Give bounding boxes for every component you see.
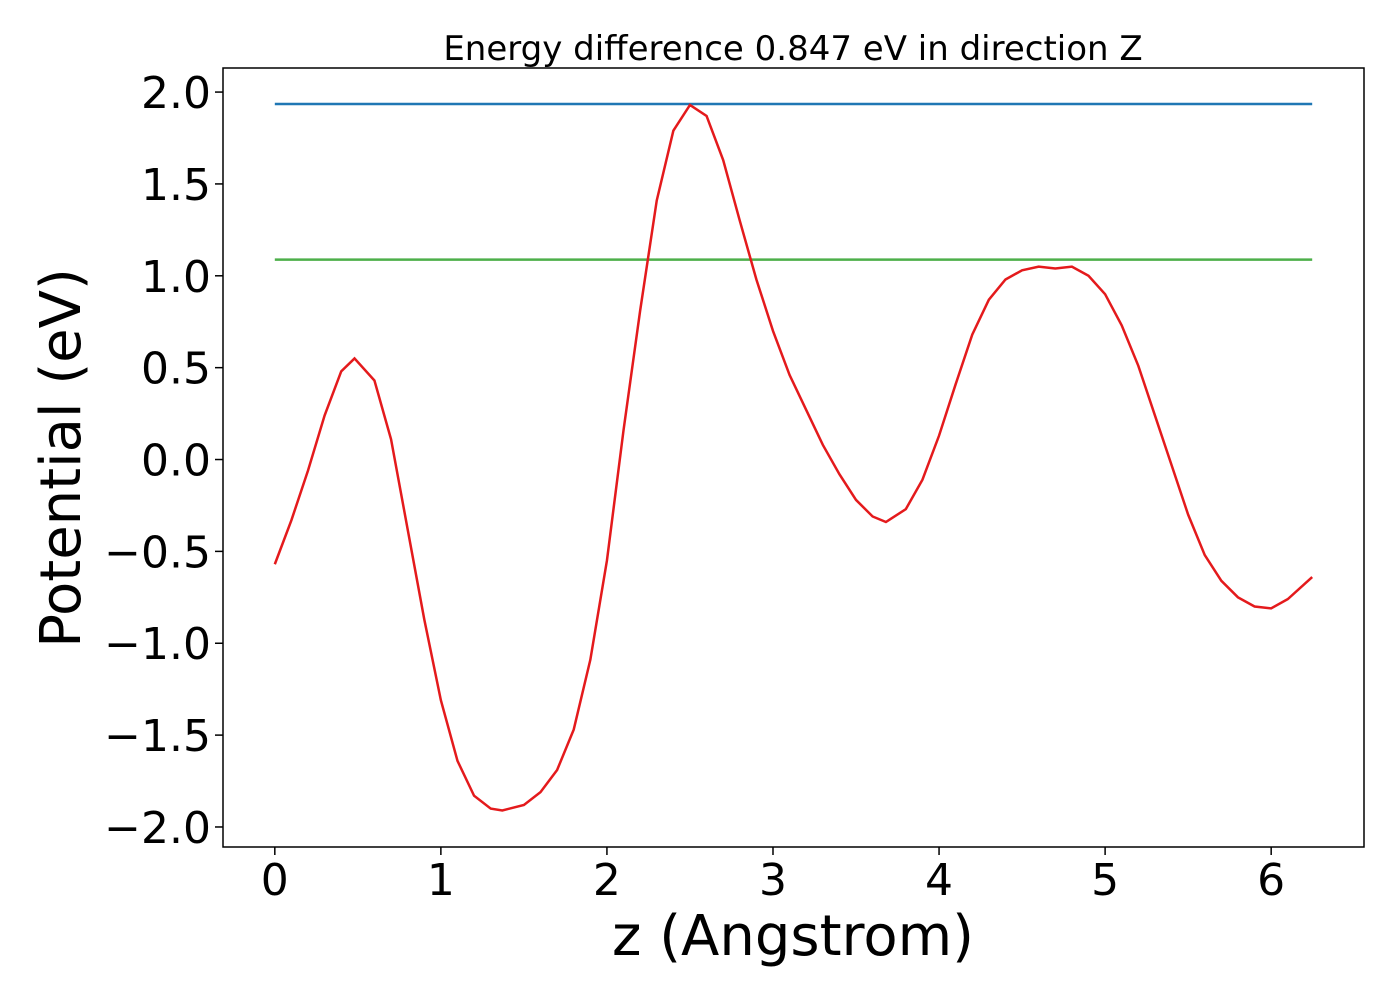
x-tick-label: 6 [1257, 855, 1285, 906]
y-axis-label: Potential (eV) [29, 268, 94, 648]
plot-frame [222, 67, 1365, 848]
y-tick-label: 0.5 [141, 344, 211, 395]
x-tick-label: 3 [759, 855, 787, 906]
y-tick-label: −1.5 [104, 711, 211, 762]
x-tick-label: 1 [427, 855, 455, 906]
chart-title: Energy difference 0.847 eV in direction … [443, 29, 1142, 69]
y-tick-label: 1.0 [141, 252, 211, 303]
y-tick-label: −2.0 [104, 803, 211, 854]
x-tick-label: 4 [925, 855, 953, 906]
x-tick-label: 2 [593, 855, 621, 906]
x-axis-label: z (Angstrom) [612, 904, 974, 969]
x-tick-label: 0 [261, 855, 289, 906]
y-tick-label: 2.0 [141, 68, 211, 119]
x-tick-label: 5 [1091, 855, 1119, 906]
y-tick-label: −1.0 [104, 619, 211, 670]
y-tick-label: −0.5 [104, 527, 211, 578]
y-tick-label: 1.5 [141, 160, 211, 211]
y-tick-label: 0.0 [141, 436, 211, 487]
line [273, 103, 1314, 812]
